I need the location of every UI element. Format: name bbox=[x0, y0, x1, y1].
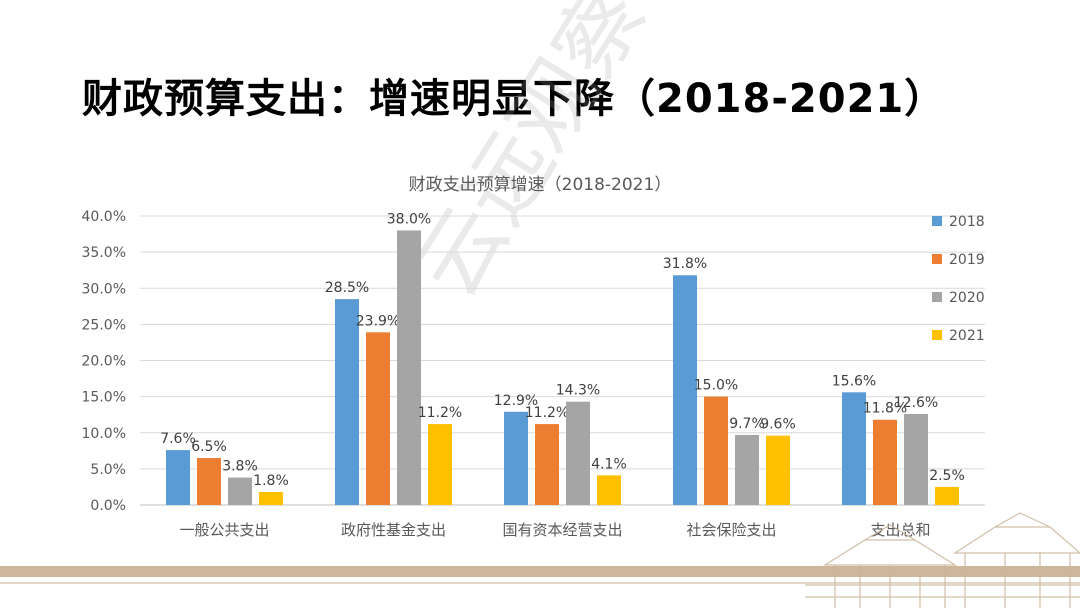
data-label: 4.1% bbox=[591, 456, 627, 472]
data-label: 15.0% bbox=[694, 378, 738, 394]
legend-label: 2021 bbox=[949, 328, 985, 344]
x-tick-label: 支出总和 bbox=[870, 521, 930, 539]
bar-2018 bbox=[504, 411, 528, 505]
data-label: 28.5% bbox=[325, 280, 369, 296]
legend-label: 2018 bbox=[949, 214, 985, 230]
y-tick-label: 35.0% bbox=[82, 245, 126, 261]
data-label: 1.8% bbox=[253, 473, 289, 489]
bar-2018 bbox=[335, 299, 359, 505]
bar-2020 bbox=[397, 230, 421, 505]
y-tick-label: 10.0% bbox=[82, 426, 126, 442]
data-label: 15.6% bbox=[832, 373, 876, 389]
building-illustration bbox=[805, 512, 1080, 608]
legend-swatch-2021 bbox=[932, 330, 942, 340]
bar-2021 bbox=[597, 475, 621, 505]
y-tick-label: 15.0% bbox=[82, 390, 126, 406]
x-tick-label: 政府性基金支出 bbox=[341, 521, 446, 539]
legend-swatch-2020 bbox=[932, 292, 942, 302]
data-label: 3.8% bbox=[222, 459, 258, 475]
bar-2020 bbox=[904, 413, 928, 505]
bar-2020 bbox=[735, 434, 759, 505]
x-tick-label: 社会保险支出 bbox=[686, 521, 776, 539]
data-label: 9.6% bbox=[760, 417, 796, 433]
bar-2021 bbox=[766, 435, 790, 505]
data-label: 9.7% bbox=[729, 416, 765, 432]
data-label: 11.2% bbox=[525, 405, 569, 421]
legend-swatch-2019 bbox=[932, 254, 942, 264]
data-label: 7.6% bbox=[160, 431, 196, 447]
bar-2019 bbox=[366, 332, 390, 505]
y-tick-label: 40.0% bbox=[82, 209, 126, 225]
footer-line bbox=[0, 582, 1080, 584]
bar-2021 bbox=[428, 424, 452, 505]
legend-swatch-2018 bbox=[932, 216, 942, 226]
data-label: 12.9% bbox=[494, 393, 538, 409]
y-tick-label: 0.0% bbox=[90, 498, 126, 514]
bar-2018 bbox=[166, 450, 190, 505]
bar-2019 bbox=[704, 396, 728, 505]
x-tick-label: 一般公共支出 bbox=[179, 521, 269, 539]
data-label: 38.0% bbox=[387, 211, 431, 227]
data-label: 6.5% bbox=[191, 439, 227, 455]
slide-title: 财政预算支出：增速明显下降（2018-2021） bbox=[82, 76, 946, 122]
bar-2020 bbox=[566, 401, 590, 505]
y-tick-label: 5.0% bbox=[90, 462, 126, 478]
data-label: 11.2% bbox=[418, 405, 462, 421]
bar-2019 bbox=[535, 424, 559, 505]
bar-2021 bbox=[935, 486, 959, 505]
data-label: 2.5% bbox=[929, 468, 965, 484]
bar-2019 bbox=[873, 419, 897, 505]
data-label: 11.8% bbox=[863, 401, 907, 417]
bar-2020 bbox=[228, 477, 252, 505]
bar-2018 bbox=[673, 275, 697, 505]
legend-label: 2019 bbox=[949, 252, 985, 268]
chart-title: 财政支出预算增速（2018-2021） bbox=[409, 175, 672, 195]
y-tick-label: 20.0% bbox=[82, 354, 126, 370]
y-tick-label: 25.0% bbox=[82, 317, 126, 333]
bar-2021 bbox=[259, 491, 283, 505]
data-label: 12.6% bbox=[894, 395, 938, 411]
data-label: 14.3% bbox=[556, 383, 600, 399]
bar-2018 bbox=[842, 392, 866, 505]
y-tick-label: 30.0% bbox=[82, 281, 126, 297]
data-label: 23.9% bbox=[356, 313, 400, 329]
data-label: 31.8% bbox=[663, 256, 707, 272]
x-tick-label: 国有资本经营支出 bbox=[502, 521, 622, 539]
legend-label: 2020 bbox=[949, 290, 985, 306]
bar-2019 bbox=[197, 458, 221, 505]
footer-band bbox=[0, 566, 1080, 577]
